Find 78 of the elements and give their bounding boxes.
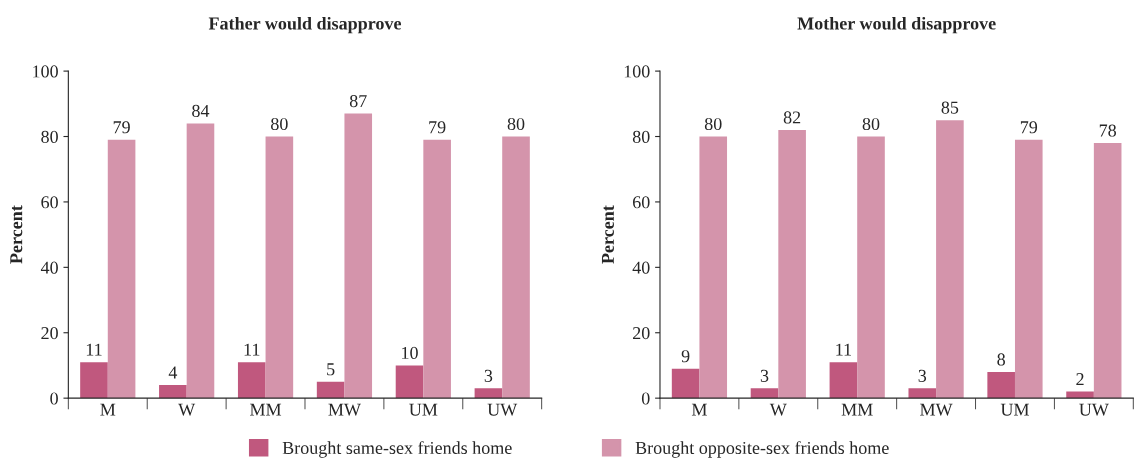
bar bbox=[1014, 139, 1043, 399]
data-label: 87 bbox=[349, 94, 367, 108]
y-tick-label: 40 bbox=[40, 261, 58, 274]
data-label: 80 bbox=[507, 117, 525, 131]
data-label: 79 bbox=[1020, 121, 1038, 134]
y-tick-label: 100 bbox=[624, 65, 650, 78]
y-tick-label: 0 bbox=[641, 392, 650, 405]
data-label: 80 bbox=[704, 117, 722, 131]
y-tick-label: 80 bbox=[632, 130, 650, 143]
x-tick-label: MM bbox=[250, 403, 282, 416]
bar bbox=[80, 362, 108, 399]
y-tick-label: 0 bbox=[50, 392, 58, 405]
y-tick-label: 80 bbox=[41, 130, 58, 143]
bar bbox=[423, 139, 451, 399]
data-label: 4 bbox=[168, 366, 178, 379]
y-tick-label: 20 bbox=[633, 327, 650, 340]
data-label: 79 bbox=[113, 121, 130, 134]
bar bbox=[699, 136, 728, 399]
y-tick-label: 20 bbox=[41, 327, 58, 340]
bar bbox=[857, 136, 885, 399]
chart-title: Mother would disapprove bbox=[797, 16, 996, 34]
y-axis-title: Percent bbox=[601, 205, 614, 264]
x-tick-label: UM bbox=[409, 403, 438, 416]
x-tick-label: W bbox=[769, 403, 787, 416]
data-label: 11 bbox=[836, 343, 851, 356]
x-tick-label: MW bbox=[920, 403, 953, 416]
data-label: 2 bbox=[1076, 373, 1084, 385]
data-label: 3 bbox=[918, 369, 927, 382]
bar bbox=[344, 113, 373, 399]
data-label: 9 bbox=[681, 350, 690, 363]
data-label: 11 bbox=[86, 343, 102, 356]
data-label: 3 bbox=[760, 369, 769, 382]
bar bbox=[936, 120, 964, 399]
data-label: 84 bbox=[192, 104, 210, 117]
bar bbox=[671, 368, 700, 399]
bar bbox=[908, 388, 937, 399]
data-label: 82 bbox=[783, 111, 801, 124]
bar bbox=[474, 388, 503, 399]
x-tick-label: M bbox=[100, 403, 116, 416]
y-tick-label: 40 bbox=[632, 261, 650, 274]
bar bbox=[829, 362, 858, 399]
bar bbox=[1066, 391, 1094, 399]
data-label: 11 bbox=[244, 343, 260, 356]
y-tick-label: 60 bbox=[41, 196, 58, 209]
bar bbox=[750, 388, 779, 399]
data-label: 80 bbox=[271, 117, 288, 131]
y-tick-label: 100 bbox=[33, 65, 58, 78]
data-label: 85 bbox=[941, 101, 959, 114]
data-label: 5 bbox=[327, 363, 335, 376]
bar bbox=[186, 123, 215, 399]
bar bbox=[502, 136, 530, 399]
bar bbox=[265, 136, 294, 399]
bar bbox=[395, 365, 424, 399]
data-label: 8 bbox=[997, 353, 1005, 366]
bar bbox=[778, 129, 806, 399]
y-tick-label: 60 bbox=[632, 196, 650, 209]
data-label: 79 bbox=[429, 121, 446, 134]
bar bbox=[987, 372, 1015, 399]
bar bbox=[316, 381, 345, 399]
data-label: 3 bbox=[484, 369, 493, 382]
bar bbox=[237, 362, 266, 399]
x-tick-label: MM bbox=[841, 403, 873, 416]
data-label: 10 bbox=[402, 346, 418, 360]
bar bbox=[107, 139, 136, 399]
y-axis-title: Percent bbox=[10, 205, 23, 264]
x-tick-label: UW bbox=[1079, 403, 1109, 416]
data-label: 78 bbox=[1099, 124, 1117, 137]
chart-title: Father would disapprove bbox=[208, 16, 402, 34]
x-tick-label: M bbox=[691, 403, 707, 416]
x-tick-label: W bbox=[178, 403, 196, 416]
legend-label: Brought same-sex friends home bbox=[282, 441, 512, 458]
x-tick-label: MW bbox=[328, 403, 361, 416]
bar bbox=[1093, 143, 1122, 399]
legend-label: Brought opposite-sex friends home bbox=[635, 441, 889, 458]
data-label: 80 bbox=[862, 117, 880, 131]
bar bbox=[159, 385, 187, 399]
x-tick-label: UM bbox=[1000, 403, 1029, 416]
x-tick-label: UW bbox=[487, 403, 518, 416]
